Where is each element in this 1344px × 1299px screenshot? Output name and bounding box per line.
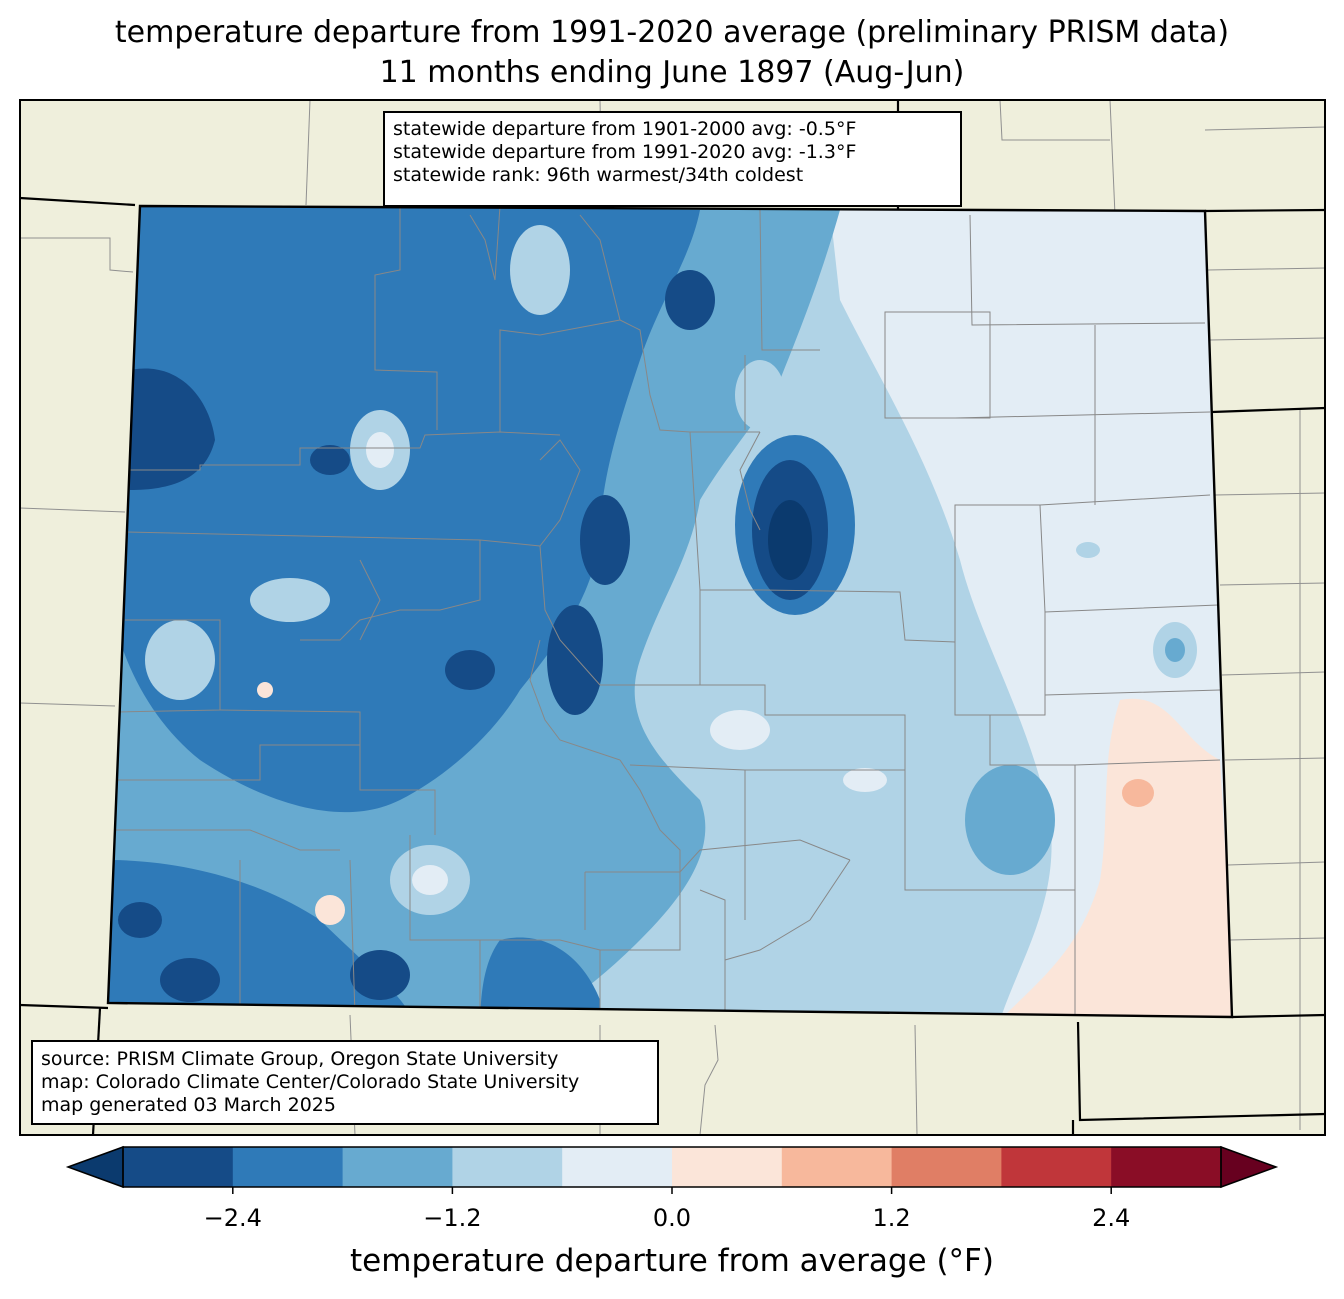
colorbar-tick-label: −1.2 (423, 1204, 482, 1232)
map-title: temperature departure from 1991-2020 ave… (114, 15, 1230, 50)
colorbar-extend-high (1220, 1145, 1279, 1189)
colorbar-segment (781, 1147, 893, 1187)
colorbar-tick-label: 2.4 (1092, 1204, 1131, 1232)
map-frame (19, 99, 1326, 1136)
colorbar-label: temperature departure from average (°F) (350, 1243, 994, 1279)
county-lines (110, 206, 1221, 1017)
colorbar-segment (672, 1147, 783, 1187)
colorado-border (106, 204, 1234, 1019)
source-line: source: PRISM Climate Group, Oregon Stat… (41, 1048, 559, 1070)
map-subtitle: 11 months ending June 1897 (Aug-Jun) (379, 55, 965, 90)
colorbar-tick-label: −2.4 (203, 1204, 262, 1232)
colorbar-extend-low (65, 1145, 124, 1189)
colorbar-segment (562, 1147, 673, 1187)
stat-departure-1991-2020: statewide departure from 1991-2020 avg: … (393, 141, 857, 163)
stat-rank: statewide rank: 96th warmest/34th coldes… (393, 164, 804, 186)
source-box: source: PRISM Climate Group, Oregon Stat… (31, 1040, 659, 1125)
colorbar-segment (1111, 1147, 1222, 1187)
colorbar-segment (891, 1147, 1002, 1187)
colorbar-segment (123, 1147, 234, 1187)
colorbar-segment (232, 1147, 344, 1187)
colorbar-segment (452, 1147, 563, 1187)
colorbar-segment (1001, 1147, 1112, 1187)
map-credit-line: map: Colorado Climate Center/Colorado St… (41, 1071, 580, 1093)
temperature-field (108, 206, 1232, 1017)
stat-departure-1901-2000: statewide departure from 1901-2000 avg: … (393, 118, 857, 140)
statewide-stats-box: statewide departure from 1901-2000 avg: … (383, 111, 962, 207)
colorbar-segment (342, 1147, 453, 1187)
generated-date-line: map generated 03 March 2025 (41, 1094, 336, 1116)
colorbar-tick-label: 1.2 (872, 1204, 911, 1232)
colorbar-tick-label: 0.0 (652, 1204, 692, 1232)
